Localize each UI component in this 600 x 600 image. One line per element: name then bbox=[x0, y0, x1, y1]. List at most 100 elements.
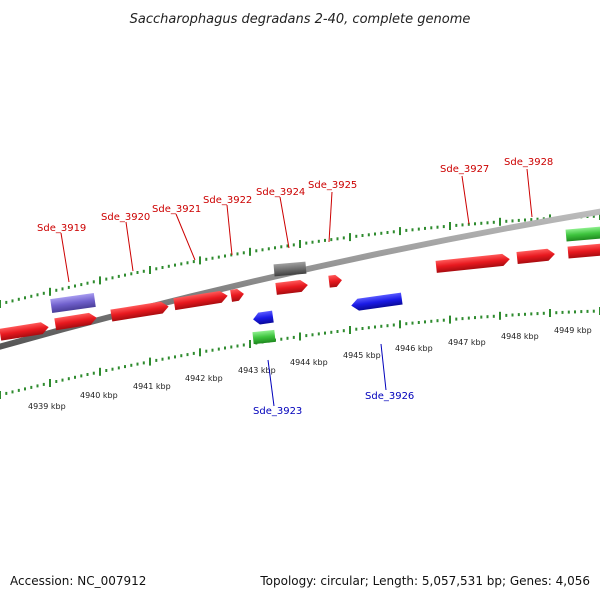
gene-arrow-forward bbox=[328, 274, 342, 288]
minor-tick bbox=[86, 281, 89, 285]
minor-tick bbox=[536, 312, 539, 316]
scale-label: 4940 kbp bbox=[80, 391, 118, 400]
minor-tick bbox=[236, 344, 239, 348]
minor-tick bbox=[567, 310, 570, 314]
major-tick bbox=[249, 247, 251, 256]
minor-tick bbox=[342, 329, 345, 333]
minor-tick bbox=[61, 378, 64, 382]
minor-tick bbox=[505, 219, 508, 223]
minor-tick bbox=[17, 388, 20, 392]
minor-tick bbox=[205, 349, 208, 353]
minor-tick bbox=[436, 319, 439, 323]
reverse-gene-labels: Sde_3923 Sde_3926 bbox=[253, 391, 414, 417]
minor-tick bbox=[242, 251, 245, 255]
gene-label-sde3927: Sde_3927 bbox=[440, 164, 489, 175]
gene-label-sde3921: Sde_3921 bbox=[152, 204, 201, 215]
major-tick bbox=[199, 348, 201, 357]
scale-label: 4949 kbp bbox=[554, 326, 592, 335]
minor-tick bbox=[430, 226, 433, 230]
minor-tick bbox=[80, 283, 83, 287]
scale-label: 4941 kbp bbox=[133, 382, 171, 391]
minor-tick bbox=[174, 263, 176, 267]
minor-tick bbox=[586, 309, 589, 313]
minor-tick bbox=[5, 391, 8, 395]
minor-tick bbox=[474, 316, 476, 320]
minor-tick bbox=[92, 280, 95, 284]
minor-tick bbox=[542, 311, 545, 315]
minor-tick bbox=[486, 221, 489, 225]
major-tick bbox=[149, 266, 151, 274]
minor-tick bbox=[155, 358, 158, 362]
gene-arrow-forward bbox=[173, 290, 228, 311]
minor-tick bbox=[492, 220, 495, 224]
minor-tick bbox=[467, 222, 470, 226]
minor-tick bbox=[24, 387, 26, 391]
scale-label: 4946 kbp bbox=[395, 344, 433, 353]
minor-tick bbox=[305, 241, 308, 245]
major-tick bbox=[299, 332, 301, 341]
leader-line bbox=[380, 343, 387, 391]
genome-backbone bbox=[0, 208, 600, 350]
minor-tick bbox=[224, 346, 226, 350]
minor-tick bbox=[5, 300, 8, 304]
minor-tick bbox=[155, 267, 158, 271]
leader-line bbox=[279, 196, 290, 249]
minor-tick bbox=[511, 219, 514, 223]
minor-tick bbox=[230, 345, 233, 349]
major-tick bbox=[249, 340, 251, 348]
minor-tick bbox=[380, 324, 383, 328]
scale-label: 4943 kbp bbox=[238, 366, 276, 375]
minor-tick bbox=[480, 315, 483, 319]
minor-tick bbox=[492, 314, 495, 318]
minor-tick bbox=[324, 238, 326, 242]
minor-tick bbox=[442, 318, 445, 322]
minor-tick bbox=[80, 374, 83, 378]
minor-tick bbox=[417, 321, 420, 324]
minor-tick bbox=[592, 214, 595, 218]
minor-tick bbox=[274, 246, 276, 250]
minor-tick bbox=[405, 228, 408, 232]
minor-tick bbox=[186, 261, 189, 265]
minor-tick bbox=[117, 274, 120, 278]
minor-tick bbox=[111, 276, 114, 280]
minor-tick bbox=[386, 231, 389, 234]
minor-tick bbox=[236, 252, 239, 256]
major-tick bbox=[99, 276, 101, 285]
minor-tick bbox=[524, 218, 526, 222]
scale-label: 4948 kbp bbox=[501, 332, 539, 341]
minor-tick bbox=[355, 327, 358, 331]
minor-tick bbox=[330, 238, 333, 242]
minor-tick bbox=[167, 356, 170, 360]
minor-tick bbox=[374, 325, 376, 329]
minor-tick bbox=[317, 332, 320, 336]
minor-tick bbox=[486, 315, 489, 319]
scale-label: 4947 kbp bbox=[448, 338, 486, 347]
accession-label: Accession: NC_007912 bbox=[10, 574, 147, 588]
minor-tick bbox=[305, 334, 308, 338]
minor-tick bbox=[524, 312, 526, 316]
scale-label: 4945 kbp bbox=[343, 351, 381, 360]
minor-tick bbox=[136, 362, 139, 366]
major-tick bbox=[0, 300, 1, 308]
minor-tick bbox=[180, 354, 183, 358]
label-leaders bbox=[60, 168, 533, 407]
major-tick bbox=[349, 233, 351, 242]
gene-arrow-reverse bbox=[253, 310, 274, 325]
minor-tick bbox=[355, 234, 358, 238]
minor-tick bbox=[505, 313, 508, 317]
minor-tick bbox=[130, 363, 133, 367]
gene-arrow-forward bbox=[516, 248, 555, 264]
minor-tick bbox=[67, 377, 70, 381]
minor-tick bbox=[261, 248, 264, 252]
minor-tick bbox=[330, 330, 333, 334]
minor-tick bbox=[230, 253, 233, 257]
minor-tick bbox=[511, 313, 514, 317]
feature-rna bbox=[252, 329, 276, 345]
minor-tick bbox=[336, 237, 339, 241]
minor-tick bbox=[224, 254, 226, 258]
minor-tick bbox=[480, 221, 483, 225]
major-tick bbox=[499, 217, 501, 226]
minor-tick bbox=[530, 312, 533, 316]
minor-tick bbox=[411, 321, 414, 325]
